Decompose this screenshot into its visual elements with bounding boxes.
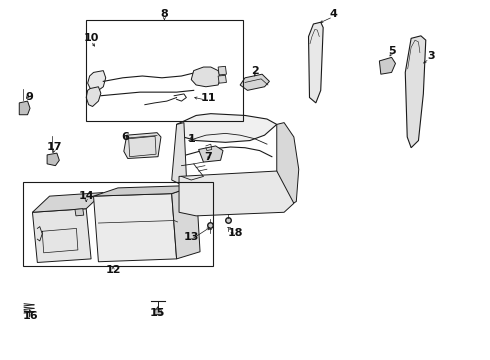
Bar <box>23 182 213 266</box>
Polygon shape <box>47 153 59 166</box>
Text: 4: 4 <box>329 9 337 19</box>
Bar <box>86 21 243 121</box>
Polygon shape <box>198 146 223 162</box>
Polygon shape <box>218 66 226 75</box>
Text: 10: 10 <box>83 33 99 43</box>
Polygon shape <box>94 194 176 262</box>
Polygon shape <box>191 67 220 87</box>
Text: 12: 12 <box>105 265 121 275</box>
Polygon shape <box>176 114 277 142</box>
Polygon shape <box>218 75 226 83</box>
Polygon shape <box>124 133 161 158</box>
Polygon shape <box>94 185 196 196</box>
Polygon shape <box>405 36 426 148</box>
Polygon shape <box>32 209 91 262</box>
Text: 6: 6 <box>122 132 129 142</box>
Text: 1: 1 <box>187 134 195 144</box>
Polygon shape <box>19 101 30 115</box>
Text: 2: 2 <box>251 66 259 76</box>
Polygon shape <box>277 123 299 209</box>
Text: 8: 8 <box>161 9 168 19</box>
Polygon shape <box>88 71 106 92</box>
Text: 18: 18 <box>227 228 243 238</box>
Polygon shape <box>32 193 103 212</box>
Polygon shape <box>75 209 84 216</box>
Text: 14: 14 <box>78 191 94 201</box>
Text: 9: 9 <box>25 92 33 102</box>
Polygon shape <box>309 22 323 103</box>
Text: 7: 7 <box>204 152 212 162</box>
Polygon shape <box>379 57 395 74</box>
Polygon shape <box>154 309 162 315</box>
Polygon shape <box>172 123 186 184</box>
Polygon shape <box>240 74 270 90</box>
Text: 13: 13 <box>184 232 199 242</box>
Text: 3: 3 <box>427 51 435 61</box>
Text: 17: 17 <box>47 142 62 152</box>
Text: 11: 11 <box>200 93 216 103</box>
Text: 15: 15 <box>149 308 165 318</box>
Text: 16: 16 <box>23 311 39 321</box>
Polygon shape <box>86 87 101 107</box>
Polygon shape <box>172 185 200 259</box>
Text: 5: 5 <box>388 46 395 56</box>
Polygon shape <box>179 171 294 216</box>
